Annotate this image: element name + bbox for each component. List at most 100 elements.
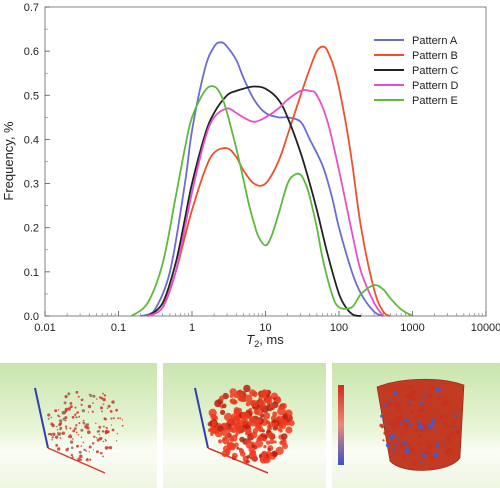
pore-blob <box>47 433 51 436</box>
legend-label: Pattern B <box>412 50 458 62</box>
pore-blob <box>382 439 385 442</box>
pore-blob <box>257 436 263 442</box>
pore-blob <box>86 423 90 427</box>
pore-blob <box>77 434 80 436</box>
pore-blob <box>251 431 258 439</box>
pore-blob <box>82 419 85 422</box>
legend-label: Pattern A <box>412 35 458 47</box>
axis-line-blue <box>194 387 209 449</box>
pore-blob <box>75 431 78 434</box>
pore-blob <box>70 446 74 449</box>
pore-blob <box>397 437 401 440</box>
pore-blob <box>454 414 457 417</box>
pore-blob <box>85 450 88 452</box>
pore-blob <box>246 455 250 459</box>
pore-blob <box>416 414 420 418</box>
x-tick-label: 100 <box>330 322 348 334</box>
pore-blob <box>47 417 50 420</box>
pore-blob <box>91 442 95 445</box>
pore-blob <box>59 428 61 431</box>
pore-blob <box>420 404 426 411</box>
pore-blob <box>88 445 92 449</box>
pore-blob <box>75 416 78 419</box>
pore-blob <box>208 408 217 417</box>
pore-blob <box>70 453 74 457</box>
pore-blob <box>222 445 231 453</box>
pore-blob <box>394 405 399 409</box>
pore-blob <box>379 423 384 428</box>
pore-blob <box>414 416 418 421</box>
pore-blob <box>51 436 54 439</box>
pore-blob <box>98 433 101 436</box>
pore-blob <box>230 426 238 433</box>
pore-blob <box>275 396 281 402</box>
pore-blob <box>89 458 92 461</box>
pore-blob <box>58 415 61 418</box>
legend: Pattern A Pattern B Pattern C Pattern D Patt… <box>374 35 459 107</box>
pore-blob <box>427 393 433 399</box>
pore-blob <box>444 424 449 428</box>
pore-blob <box>85 458 89 462</box>
pore-blob <box>261 450 267 456</box>
pore-blob <box>396 421 401 426</box>
x-axis-title-suffix: , ms <box>259 332 284 347</box>
pore-blob <box>217 425 224 432</box>
pore-blob <box>267 424 272 429</box>
pore-blob <box>420 414 424 418</box>
series-line-pattern-d <box>147 89 385 317</box>
pore-blob <box>263 444 267 449</box>
pore-cluster-dense <box>207 384 295 464</box>
pore-blob <box>269 439 275 445</box>
pore-blob <box>281 433 288 440</box>
pore-blob <box>55 425 58 428</box>
pore-blob <box>221 403 227 409</box>
series-line-pattern-e <box>130 85 413 317</box>
x-tick-label: 0.01 <box>34 322 55 334</box>
pore-blob <box>106 427 108 430</box>
pore-blob <box>88 451 90 453</box>
pore-blob <box>82 422 86 425</box>
pore-blob <box>275 446 284 455</box>
pore-blob <box>81 409 85 413</box>
pore-blob <box>285 426 293 434</box>
pore-blob <box>397 390 401 394</box>
y-tick-label: 0.7 <box>24 2 39 14</box>
pore-blob <box>224 435 228 439</box>
pore-blob <box>265 420 270 425</box>
pore-blob <box>447 440 451 444</box>
pore-blob <box>72 438 74 440</box>
pore-blob <box>404 447 410 454</box>
pore-blob <box>119 417 121 419</box>
pore-blob <box>259 391 266 397</box>
pore-blob <box>251 444 256 448</box>
pore-blob <box>419 402 423 406</box>
pore-blob <box>243 384 251 393</box>
pore-blob <box>435 442 440 448</box>
pore-blob <box>112 417 115 420</box>
pore-blob <box>59 422 63 426</box>
pore-blob <box>103 394 107 397</box>
pore-blob <box>246 459 250 464</box>
pore-blob <box>254 439 264 448</box>
pore-blob <box>74 406 77 409</box>
pore-blob <box>431 418 436 424</box>
pore-blob <box>57 431 59 433</box>
pore-blob <box>418 424 424 430</box>
pore-blob <box>446 435 452 441</box>
pore-blob <box>416 444 420 447</box>
pore-blob <box>91 410 94 413</box>
pore-blob <box>437 395 442 400</box>
pore-blob <box>257 418 262 424</box>
pore-cluster-sparse <box>47 390 124 462</box>
pore-blob <box>107 404 111 408</box>
pore-blob <box>102 397 106 402</box>
x-axis-title-subscript: 2 <box>254 339 259 349</box>
pore-blob <box>51 439 53 441</box>
pore-blob <box>456 427 459 430</box>
pore-blob <box>102 392 104 395</box>
pore-blob <box>50 422 54 426</box>
panel-pore-network-dense <box>163 363 326 488</box>
pore-blob <box>96 438 100 442</box>
pore-blob <box>69 427 72 430</box>
pore-blob <box>106 407 109 409</box>
